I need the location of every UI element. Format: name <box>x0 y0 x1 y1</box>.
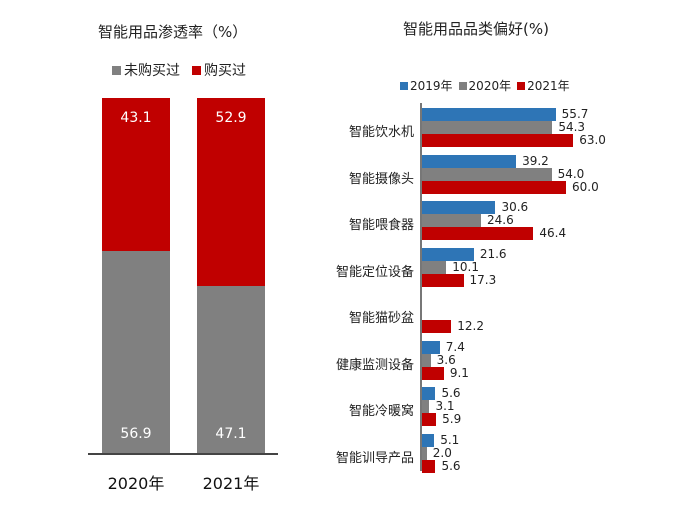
bar-segment-purchased: 43.1 <box>102 98 170 251</box>
legend-item-2020: 2020年 <box>458 77 512 94</box>
category-label: 智能饮水机 <box>348 125 414 140</box>
bar-value-label: 3.1 <box>435 399 455 413</box>
bar-2019 <box>422 154 517 168</box>
bar-value-label: 10.1 <box>452 259 479 274</box>
legend-item-2021: 2021年 <box>517 77 570 94</box>
bar-value-label: 17.3 <box>469 272 497 287</box>
bar-2021 <box>422 366 444 380</box>
bar-2019 <box>422 433 435 447</box>
category-label: 智能冷暖窝 <box>348 404 414 419</box>
bar-segment-not-purchased: 47.1 <box>197 286 265 454</box>
category-label: 智能猫砂盆 <box>348 311 414 326</box>
bar-segment-purchased: 52.9 <box>197 98 265 286</box>
bar-value-label: 54.0 <box>557 166 585 181</box>
bar-value-label: 21.6 <box>479 246 507 261</box>
category-label: 智能训导产品 <box>335 450 414 466</box>
legend-item-purchased: 购买过 <box>192 60 246 80</box>
legend-swatch-blue-icon <box>400 81 408 90</box>
category-label: 智能定位设备 <box>335 264 414 280</box>
bar-value-label: 24.6 <box>487 213 514 227</box>
bar-2019 <box>422 108 556 121</box>
stacked-bar-2020: 43.1 56.9 <box>102 98 170 454</box>
legend-label: 购买过 <box>204 63 246 79</box>
bar-2020 <box>422 167 552 181</box>
bar-2021 <box>422 320 452 333</box>
bar-value-label: 5.6 <box>441 386 461 400</box>
legend-item-2019: 2019年 <box>400 77 453 94</box>
bar-value-label: 39.2 <box>522 153 549 168</box>
category-label: 健康监测设备 <box>335 357 414 373</box>
bar-value-label: 55.7 <box>561 107 589 121</box>
bar-value-label: 12.2 <box>457 319 484 333</box>
legend-swatch-red-icon <box>192 65 201 75</box>
bar-2020 <box>422 353 431 367</box>
x-tick-label-2020: 2020年 <box>107 474 165 493</box>
legend-swatch-gray-icon <box>458 81 467 90</box>
bar-2020 <box>422 260 447 274</box>
legend-swatch-gray-icon <box>112 65 121 75</box>
bar-value-label: 3.6 <box>436 352 456 367</box>
bar-value-label: 9.1 <box>449 365 469 380</box>
bar-2021 <box>422 227 534 240</box>
stacked-bar-2021: 52.9 47.1 <box>197 98 265 454</box>
bar-value-label: 52.9 <box>215 110 247 126</box>
bar-2021 <box>422 459 436 473</box>
bar-value-label: 46.4 <box>539 226 567 240</box>
legend-label: 未购买过 <box>124 63 180 79</box>
bar-value-label: 47.1 <box>215 426 247 442</box>
bar-2019 <box>422 387 436 400</box>
bar-2020 <box>422 121 553 134</box>
legend-label: 2019年 <box>410 79 453 93</box>
bar-2020 <box>422 214 482 227</box>
legend-swatch-red-icon <box>517 81 526 90</box>
bar-value-label: 2.0 <box>432 445 452 460</box>
bar-value-label: 30.6 <box>501 200 529 214</box>
bar-2019 <box>422 340 440 354</box>
bar-value-label: 5.9 <box>442 412 462 426</box>
bar-2021 <box>422 180 566 194</box>
bar-value-label: 63.0 <box>579 133 606 147</box>
legend-item-not-purchased: 未购买过 <box>112 60 180 80</box>
bar-2021 <box>422 413 437 426</box>
legend-label: 2021年 <box>527 79 570 93</box>
left-chart-x-axis <box>88 453 278 455</box>
bar-2020 <box>422 400 430 413</box>
bar-value-label: 5.1 <box>440 432 460 447</box>
bar-value-label: 56.9 <box>120 426 152 442</box>
right-chart-legend: 2019年 2020年 2021年 <box>400 77 576 94</box>
category-label: 智能喂食器 <box>348 218 414 233</box>
bar-2021 <box>422 273 464 287</box>
bar-value-label: 43.1 <box>120 110 152 126</box>
left-chart-legend: 未购买过 购买过 <box>112 60 258 80</box>
right-chart-y-axis <box>420 103 422 471</box>
bar-value-label: 60.0 <box>572 179 599 194</box>
left-chart-title: 智能用品渗透率（%） <box>98 23 248 41</box>
x-tick-label-2021: 2021年 <box>202 474 260 493</box>
bar-2019 <box>422 247 474 261</box>
bar-value-label: 54.3 <box>558 120 586 134</box>
bar-2019 <box>422 201 496 214</box>
bar-value-label: 5.6 <box>441 458 461 473</box>
bar-segment-not-purchased: 56.9 <box>102 251 170 454</box>
bar-2021 <box>422 134 574 147</box>
bar-2020 <box>422 446 427 460</box>
legend-label: 2020年 <box>468 79 512 93</box>
right-chart-title: 智能用品品类偏好(%) <box>403 20 549 38</box>
category-label: 智能摄像头 <box>348 171 414 187</box>
bar-value-label: 7.4 <box>445 339 465 354</box>
